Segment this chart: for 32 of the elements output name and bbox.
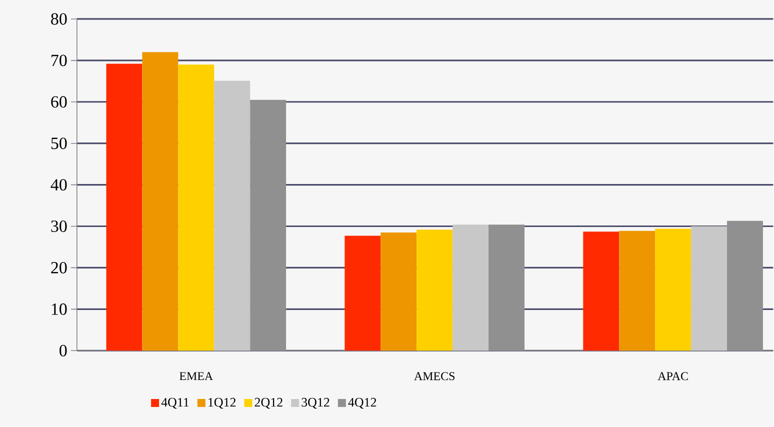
x-tick-label: AMECS [414,372,455,380]
legend-label: 2Q12 [254,398,282,409]
y-tick-label: 10 [52,304,67,316]
legend-label: 4Q12 [348,398,376,409]
bar [106,64,142,351]
legend-label: 1Q12 [208,398,236,409]
bar [727,221,763,351]
bar [344,236,381,351]
y-tick-label: 80 [51,13,67,25]
bar [619,231,656,351]
bar [142,52,178,351]
bar [250,100,286,351]
x-tick-label: EMEA [180,372,214,380]
bar [416,230,453,351]
legend-label: 3Q12 [302,398,330,409]
y-tick-label: 20 [51,262,67,274]
bar [380,232,417,351]
bar [488,224,525,351]
bar [452,224,489,351]
y-tick-label: 70 [52,54,67,66]
bar [214,80,250,351]
bar [583,232,620,351]
bar [655,228,692,351]
y-tick-label: 0 [60,345,67,357]
y-tick-label: 40 [50,179,67,191]
y-tick-label: 50 [51,138,67,150]
x-tick-label: APAC [658,372,688,380]
bar [691,226,727,351]
legend-label: 4Q11 [161,398,189,409]
bar [178,64,214,351]
y-tick-label: 60 [51,96,67,108]
y-tick-label: 30 [51,220,67,232]
